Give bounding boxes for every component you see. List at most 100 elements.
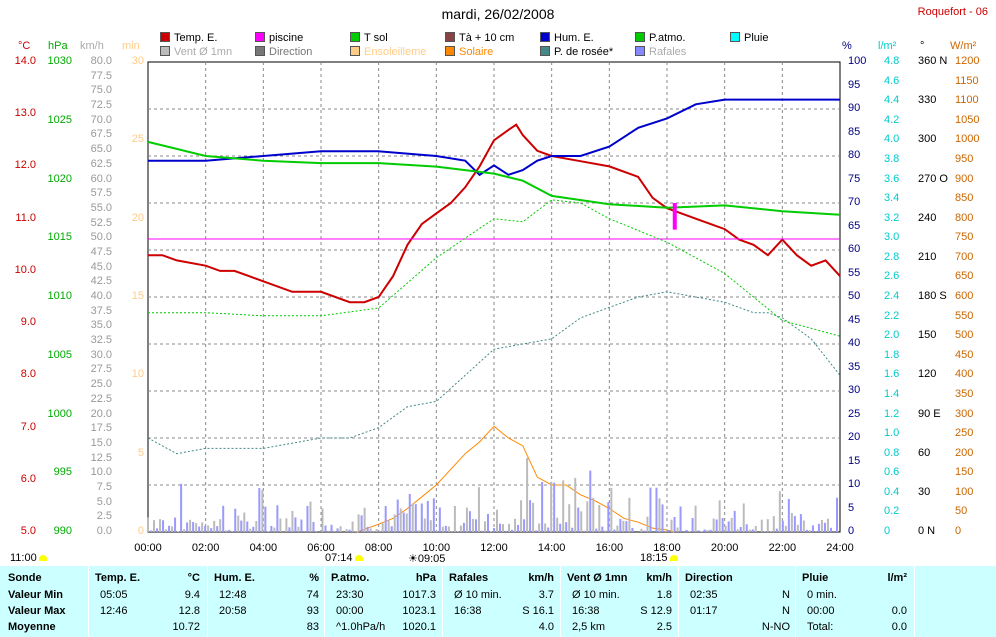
- table-cell: 00:00: [336, 605, 364, 617]
- tick-temp: 5.0: [20, 525, 36, 537]
- tick-rain: 2.4: [884, 290, 900, 302]
- x-tick: 04:00: [249, 542, 278, 554]
- table-cell: 20:58: [219, 605, 247, 617]
- tick-kmh: 62.5: [90, 157, 112, 170]
- unit-min: min: [122, 40, 140, 52]
- tick-hpa: 1010: [47, 290, 72, 302]
- tick-rain: 0.6: [884, 466, 900, 479]
- tick-min: 20: [131, 211, 144, 224]
- table-cell: Total:: [807, 621, 834, 633]
- tick-rain: 0.4: [884, 485, 900, 498]
- tick-pct: 25: [848, 407, 861, 420]
- legend-hum: Hum. E.: [540, 32, 594, 44]
- tick-rain: 2.8: [884, 250, 900, 263]
- table-cell: 0.0: [891, 605, 907, 617]
- unit-deg: °: [920, 40, 925, 52]
- tick-kmh: 40.0: [90, 290, 112, 302]
- unit-pct: %: [842, 40, 852, 52]
- tick-wm2: 750: [955, 231, 974, 244]
- tick-kmh: 67.5: [90, 128, 112, 141]
- tick-deg: 60: [918, 446, 931, 459]
- tick-wm2: 100: [955, 485, 974, 498]
- tick-pct: 80: [848, 149, 861, 161]
- tick-kmh: 75.0: [90, 84, 112, 97]
- chart-title: mardi, 26/02/2008: [441, 6, 555, 22]
- x-tick: 06:00: [307, 542, 335, 554]
- tick-min: 5: [137, 446, 144, 459]
- table-cell: Direction: [685, 572, 733, 584]
- tick-pct: 5: [848, 501, 855, 514]
- table-cell: Ø 10 min.: [454, 589, 502, 601]
- legend-t-sol: T sol: [350, 32, 388, 44]
- tick-deg: 360 N: [918, 55, 948, 67]
- tick-kmh: 80.0: [90, 55, 112, 67]
- legend-ta10: Tà + 10 cm: [445, 32, 514, 44]
- tick-rain: 1.6: [884, 368, 900, 381]
- tick-kmh: 32.5: [90, 334, 112, 347]
- tick-deg: 120: [918, 368, 937, 381]
- series-line-p-de-ros-e-: [147, 291, 841, 455]
- tick-deg: 300: [918, 133, 937, 146]
- tick-wm2: 400: [955, 368, 974, 381]
- tick-wm2: 50: [955, 505, 968, 518]
- x-tick: 16:00: [595, 542, 624, 554]
- tick-kmh: 17.5: [90, 422, 112, 435]
- table-cell: 93: [306, 605, 319, 617]
- tick-rain: 2.6: [884, 270, 900, 283]
- legend-pluie: Pluie: [730, 32, 768, 44]
- table-cell: 0 min.: [807, 589, 837, 601]
- legend-direction: Direction: [255, 46, 312, 58]
- unit-rain: l/m²: [878, 40, 897, 52]
- tick-wm2: 1200: [955, 55, 980, 67]
- x-tick: 08:00: [364, 542, 393, 554]
- piscine-marker: [672, 203, 677, 230]
- tick-kmh: 57.5: [90, 187, 112, 200]
- tick-temp: 6.0: [20, 472, 36, 485]
- tick-kmh: 10.0: [90, 466, 112, 479]
- table-cell: 4.0: [538, 621, 554, 633]
- tick-kmh: 77.5: [90, 69, 112, 82]
- series-line-p-atmo-: [147, 140, 841, 216]
- tick-temp: 11.0: [15, 211, 36, 224]
- tick-rain: 4.2: [884, 113, 900, 126]
- tick-pct: 65: [848, 219, 861, 232]
- tick-wm2: 0: [955, 525, 962, 537]
- tick-kmh: 52.5: [90, 216, 112, 229]
- x-tick: 12:00: [480, 542, 508, 554]
- tick-wm2: 1100: [955, 94, 979, 107]
- x-tick: 00:00: [134, 542, 162, 554]
- tick-rain: 4.4: [884, 94, 900, 107]
- tick-kmh: 5.0: [96, 495, 112, 508]
- row-label-max: Valeur Max: [8, 605, 66, 617]
- tick-kmh: 20.0: [90, 407, 112, 420]
- tick-temp: 10.0: [14, 263, 36, 276]
- tick-wm2: 1050: [955, 113, 980, 126]
- row-label-sonde: Sonde: [8, 572, 42, 584]
- tick-rain: 3.0: [884, 231, 900, 244]
- tick-rain: 0: [884, 525, 891, 537]
- tick-pct: 20: [848, 431, 861, 443]
- table-cell: %: [309, 572, 319, 584]
- tick-kmh: 15.0: [90, 436, 112, 449]
- tick-temp: 7.0: [20, 420, 36, 433]
- unit-hpa: hPa: [48, 40, 68, 52]
- tick-deg: 180 S: [918, 290, 947, 302]
- tick-kmh: 70.0: [90, 113, 112, 126]
- tick-rain: 2.2: [884, 309, 900, 322]
- series-line-hum-e-: [148, 98, 840, 177]
- tick-wm2: 250: [955, 427, 974, 440]
- tick-wm2: 500: [955, 329, 974, 342]
- table-cell: 05:05: [100, 589, 128, 601]
- sunset: 18:15: [640, 552, 678, 564]
- table-cell: 10.72: [172, 621, 200, 633]
- tick-hpa: 1015: [47, 231, 72, 244]
- tick-rain: 2.0: [884, 329, 900, 342]
- x-tick: 20:00: [710, 542, 739, 554]
- tick-wm2: 650: [955, 270, 974, 283]
- tick-pct: 75: [848, 172, 861, 185]
- tick-kmh: 0.0: [96, 525, 112, 537]
- solar-noon: ☀09:05: [408, 553, 446, 565]
- legend-rafales: Rafales: [635, 46, 686, 58]
- tick-pct: 70: [848, 196, 861, 208]
- tick-kmh: 45.0: [90, 260, 112, 273]
